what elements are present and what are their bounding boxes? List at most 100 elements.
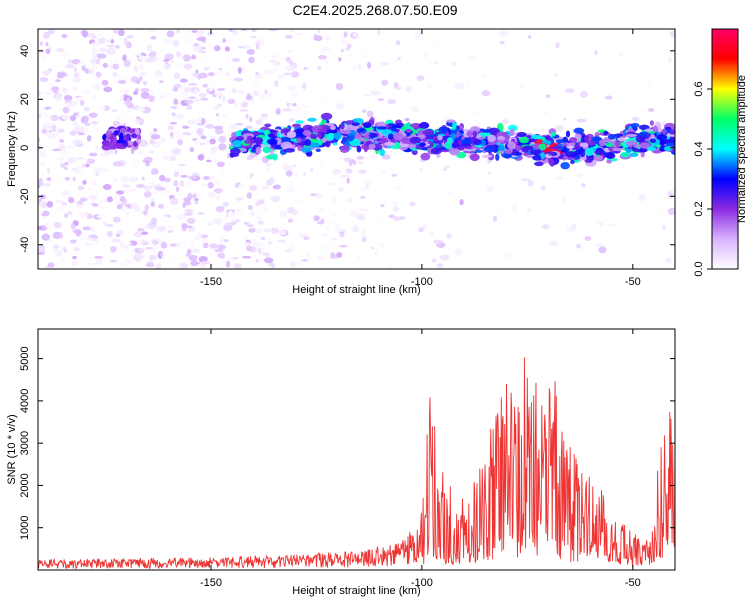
y-axis-label: Frequency (Hz) (6, 111, 18, 187)
heatmap-speckle (124, 211, 130, 216)
heatmap-speckle (145, 213, 150, 220)
heatmap-speckle (225, 72, 230, 77)
heatmap-speckle (178, 62, 184, 67)
snr-series-line (38, 357, 675, 570)
heatmap-speckle (38, 137, 41, 143)
heatmap-speckle (183, 63, 193, 70)
heatmap-speckle (346, 177, 350, 184)
heatmap-speckle (185, 35, 191, 40)
heatmap-speckle (538, 72, 543, 78)
heatmap-speckle (222, 201, 229, 208)
heatmap-ridge-cell (575, 154, 581, 160)
heatmap-speckle (41, 233, 50, 241)
heatmap-ridge-cell (450, 133, 457, 140)
heatmap-speckle (88, 105, 96, 109)
heatmap-speckle (667, 207, 675, 216)
heatmap-speckle (595, 243, 605, 248)
heatmap-speckle (188, 254, 198, 261)
heatmap-ridge-cell (496, 136, 506, 140)
heatmap-speckle (43, 31, 51, 39)
heatmap-speckle (237, 211, 245, 217)
heatmap-speckle (285, 170, 293, 177)
heatmap-speckle (126, 34, 134, 39)
heatmap-speckle (350, 210, 360, 218)
heatmap-ridge-cell (446, 119, 456, 123)
heatmap-speckle (439, 254, 450, 261)
x-tick-label: -150 (200, 276, 222, 288)
heatmap-speckle (58, 232, 64, 239)
heatmap-speckle (321, 233, 329, 238)
heatmap-speckle (39, 77, 49, 83)
heatmap-speckle (89, 199, 95, 203)
heatmap-speckle (68, 197, 75, 204)
heatmap-speckle (291, 210, 299, 216)
heatmap-speckle (170, 105, 178, 109)
heatmap-speckle (201, 260, 211, 265)
heatmap-ridge-cell (532, 154, 543, 161)
heatmap-speckle (284, 34, 293, 39)
heatmap-speckle (102, 157, 108, 161)
heatmap-ridge-cell (548, 152, 555, 156)
heatmap-speckle (336, 252, 343, 258)
heatmap-speckle (199, 57, 204, 63)
heatmap-speckle (224, 46, 231, 52)
heatmap-speckle (301, 109, 310, 115)
heatmap-speckle (246, 245, 253, 252)
heatmap-speckle (172, 86, 179, 92)
heatmap-speckle (370, 246, 375, 250)
heatmap-speckle (109, 259, 118, 263)
heatmap-speckle (43, 144, 48, 150)
heatmap-speckle (187, 248, 192, 256)
y-tick-label: 2000 (19, 473, 31, 497)
heatmap-speckle (42, 70, 50, 76)
heatmap-speckle (161, 216, 170, 222)
heatmap-speckle (237, 193, 245, 198)
heatmap-speckle (669, 30, 675, 38)
heatmap-speckle (216, 161, 225, 168)
heatmap-ridge-cell (605, 142, 614, 148)
heatmap-speckle (661, 224, 667, 230)
heatmap-speckle (214, 128, 224, 135)
heatmap-speckle (200, 135, 207, 140)
x-tick-label: -50 (625, 577, 641, 589)
heatmap-ridge-cell (255, 146, 262, 155)
heatmap-speckle (242, 168, 248, 172)
heatmap-speckle (86, 187, 96, 191)
heatmap-speckle (163, 204, 169, 208)
heatmap-speckle (233, 77, 243, 82)
heatmap-speckle (218, 135, 227, 143)
heatmap-speckle (88, 194, 98, 200)
heatmap-speckle (581, 183, 586, 188)
heatmap-speckle (202, 83, 209, 88)
heatmap-speckle (443, 164, 451, 170)
heatmap-speckle (66, 145, 76, 149)
heatmap-speckle (654, 30, 660, 35)
heatmap-speckle (580, 90, 588, 98)
heatmap-speckle (119, 89, 130, 94)
heatmap-speckle (162, 154, 172, 162)
heatmap-ridge-cell (266, 138, 278, 145)
y-axis-label: SNR (10 * v/v) (6, 414, 18, 484)
heatmap-speckle (376, 215, 387, 223)
heatmap-ridge-cell (604, 152, 615, 159)
heatmap-speckle (47, 113, 52, 119)
heatmap-speckle (275, 53, 279, 59)
heatmap-speckle (216, 103, 223, 107)
heatmap-speckle (564, 88, 575, 93)
heatmap-speckle (154, 126, 160, 130)
heatmap-ridge-cell (526, 154, 534, 159)
heatmap-speckle (191, 30, 198, 33)
heatmap-ridge-cell (427, 140, 433, 144)
heatmap-speckle (127, 242, 132, 245)
heatmap-speckle (208, 78, 212, 82)
heatmap-speckle (339, 244, 348, 248)
heatmap-speckle (316, 256, 326, 260)
heatmap-speckle (220, 252, 226, 260)
heatmap-speckle (133, 231, 143, 238)
x-tick-label: -100 (411, 577, 433, 589)
heatmap-speckle (45, 93, 56, 100)
heatmap-speckle (145, 246, 153, 250)
heatmap-speckle (203, 66, 210, 71)
heatmap-speckle (144, 160, 150, 167)
heatmap-ridge-cell (545, 134, 551, 142)
